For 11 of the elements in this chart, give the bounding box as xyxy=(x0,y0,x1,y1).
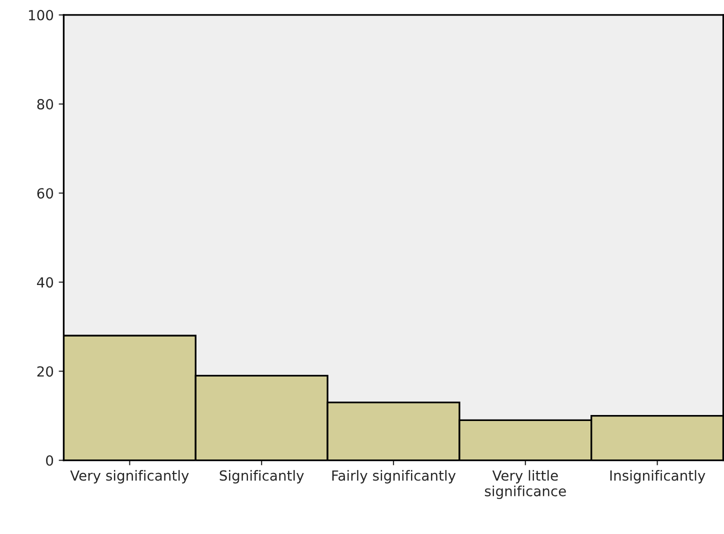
x-tick-label: Very significantly xyxy=(70,470,189,484)
x-tick-label: Insignificantly xyxy=(610,470,706,484)
y-tick-label: 80 xyxy=(37,98,54,110)
y-tick-label: 0 xyxy=(46,455,54,466)
x-tick-label: Significantly xyxy=(220,470,304,484)
y-tick-label: 40 xyxy=(36,277,54,288)
y-tick-label: 20 xyxy=(37,366,54,377)
x-tick-label: Very little significance xyxy=(484,470,566,500)
y-tick-label: 60 xyxy=(37,188,54,199)
x-tick-label: Fairly significantly xyxy=(332,470,456,484)
y-tick-label: 100 xyxy=(29,10,54,20)
